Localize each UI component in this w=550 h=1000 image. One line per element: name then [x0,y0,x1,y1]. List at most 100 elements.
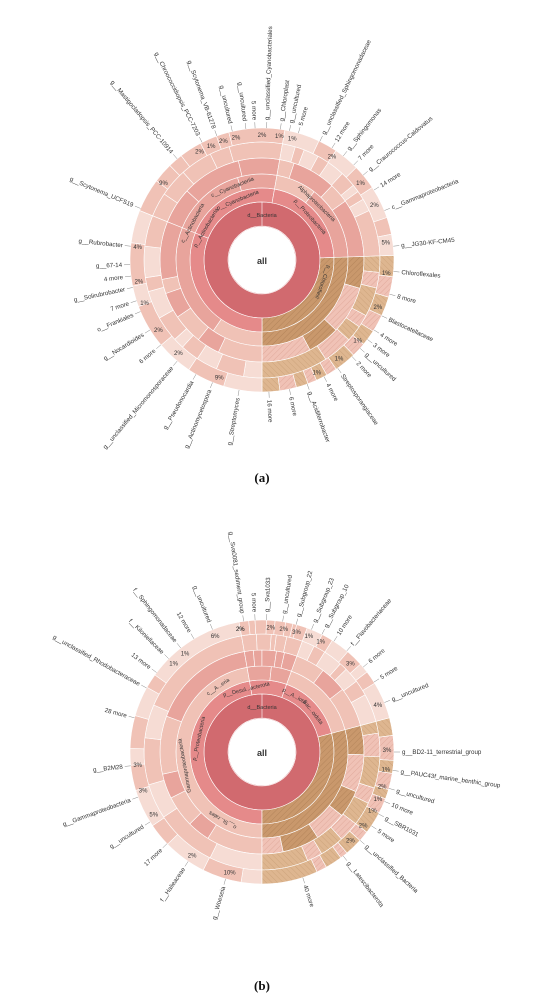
outer-taxon-label: g__JG30-KF-CM45 [401,237,456,250]
ring-label: d__Bacteria [247,213,277,219]
percent-label: 9% [215,375,224,381]
outer-taxon-label: 7 more [110,300,131,313]
outer-taxon-label: g__67-14 [96,262,123,270]
outer-taxon-label: g__uncultured [281,574,294,614]
leader-line [223,878,226,885]
leader-line [393,271,400,273]
leader-line [373,329,380,334]
leader-line [199,136,203,143]
outer-taxon-label: 8 more [396,293,417,305]
leader-line [333,636,338,642]
outer-taxon-label: 13 more [130,652,153,672]
percent-label: 2% [266,625,275,631]
outer-taxon-label: 5 more [376,828,396,845]
leader-line [319,135,323,142]
percent-label: 3% [292,630,301,636]
taxon-segment [261,858,318,885]
leader-line [126,287,133,289]
leader-line [311,623,314,630]
outer-taxon-label: 12 more [334,120,352,143]
leader-line [173,360,178,366]
outer-taxon-label: g__Rubrobacter [78,238,123,250]
leader-line [331,142,336,149]
outer-taxon-label: g__Latescibacterota [345,860,385,909]
leader-line [162,843,168,849]
leader-line [381,315,388,319]
percent-label: 1% [181,651,190,657]
percent-label: 1% [169,662,178,668]
leader-line [378,813,384,818]
leader-line [343,855,348,861]
outer-taxon-label: 28 more [104,707,128,720]
leader-line [164,654,169,659]
outer-taxon-label: 2 more [355,360,374,379]
outer-taxon-label: 6 more [367,647,387,665]
percent-label: 1% [335,357,344,363]
outer-taxon-label: c__Gammaproteobacteria [391,178,460,211]
outer-taxon-label: g__uncultured [391,682,431,703]
outer-taxon-label: 10 more [390,802,414,817]
percent-label: 2% [346,838,355,844]
percent-label: 1% [353,338,362,344]
outer-taxon-label: g__Streptomyces [226,397,241,446]
taxon-segment [254,619,267,635]
leader-line [210,382,213,389]
taxon-segment [277,373,297,392]
leader-line [384,801,391,804]
percent-label: 1% [356,181,365,187]
percent-label: 2% [219,139,228,145]
taxon-segment [237,157,281,177]
outer-taxon-label: g__Sva0081_sediment_group [227,531,246,614]
percent-label: 2% [232,136,241,142]
outer-taxon-label: 5 more [298,106,310,127]
outer-taxon-label: g__unclassified_Micromonosporaceae [102,365,176,451]
leader-line [373,678,380,683]
leader-line [210,623,213,630]
leader-line [343,151,348,157]
leader-line [237,389,240,396]
leader-line [184,861,189,867]
leader-line [289,124,291,131]
outer-taxon-label: f__Halieaceae [159,866,187,903]
percent-label: 2% [195,150,204,156]
panel-label-a: (a) [254,470,269,485]
outer-taxon-label: 4 more [104,274,125,283]
outer-taxon-label: 6 more [138,347,158,365]
percent-label: 2% [378,784,387,790]
percent-label: 2% [174,351,183,357]
outer-taxon-label: g__Woeseia [211,885,227,920]
percent-label: 1% [304,634,313,640]
leader-line [124,765,131,767]
leader-line [176,643,181,649]
percent-label: 1% [368,809,377,815]
leader-line [144,821,151,826]
percent-label: 1% [275,134,284,140]
taxon-segment [243,360,263,379]
taxon-segment [240,868,263,885]
percent-label: 2% [279,627,288,633]
leader-line [280,123,282,130]
root-label: all [257,748,267,758]
leader-line [346,646,351,652]
percent-label: 3% [346,662,355,668]
outer-taxon-label: g__uncultured [395,788,435,806]
percent-label: 1% [382,271,391,277]
percent-label: 9% [159,181,168,187]
outer-taxon-label: 16 more [265,400,273,424]
percent-label: 1% [316,640,325,646]
taxon-segment [130,210,153,245]
outer-taxon-label: g__BD2-11_terrestrial_group [402,749,482,756]
taxon-segment [261,376,281,393]
percent-label: 3% [383,748,392,754]
percent-label: 3% [133,763,142,769]
leader-line [230,125,233,132]
leader-line [337,367,342,374]
leader-line [302,877,305,884]
leader-line [353,160,359,166]
outer-taxon-label: 5 more [250,593,258,613]
leader-line [132,796,139,800]
leader-line [134,311,141,315]
outer-taxon-label: g__uncultured [236,82,248,122]
leader-line [388,788,395,791]
